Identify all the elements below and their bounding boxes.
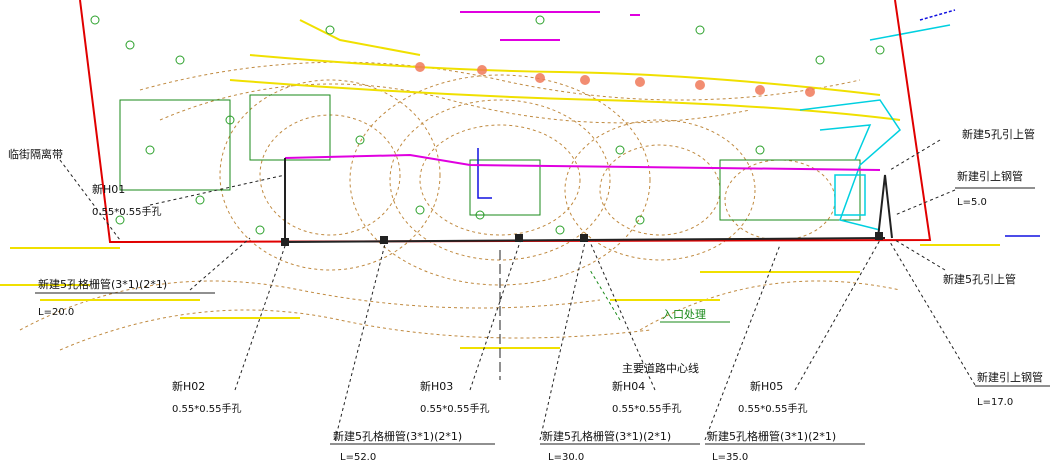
tree-symbols — [415, 62, 815, 97]
right-lower-riser-label: 新建5孔引上管 — [943, 272, 1016, 286]
pipe-mid-left-label: 新建5孔格栅管(3*1)(2*1) — [333, 429, 462, 443]
pipe-left-label: 新建5孔格栅管(3*1)(2*1) — [38, 277, 167, 291]
right-lower-steel-length: L=17.0 — [977, 397, 1013, 408]
background-plan-detail — [0, 9, 1040, 351]
right-lower-steel-label: 新建引上钢管 — [977, 370, 1043, 384]
hand-hole-5-size: 0.55*0.55手孔 — [738, 402, 808, 415]
pipe-right-riser — [877, 174, 893, 239]
entrance-label: 入口处理 — [662, 308, 706, 321]
hand-hole-3-name: 新H03 — [420, 379, 453, 393]
pipe-right-label: 新建5孔格栅管(3*1)(2*1) — [707, 429, 836, 443]
pipe-left-length: L=20.0 — [38, 307, 74, 318]
hand-hole-3-marker — [515, 234, 523, 242]
hand-hole-3-size: 0.55*0.55手孔 — [420, 402, 490, 415]
hand-hole-1-size: 0.55*0.55手孔 — [92, 205, 162, 218]
hand-hole-2-name: 新H02 — [172, 379, 205, 393]
road-lines — [0, 19, 1000, 349]
pipe-mid-right-label: 新建5孔格栅管(3*1)(2*1) — [542, 429, 671, 443]
right-upper-steel-label: 新建引上钢管 — [957, 169, 1023, 183]
hand-hole-4-name: 新H04 — [612, 379, 645, 393]
hand-hole-4-marker — [580, 234, 588, 242]
right-upper-steel-length: L=5.0 — [957, 197, 987, 208]
pipe-route — [281, 153, 893, 246]
leader-lines — [59, 139, 976, 441]
pipe-mid-right-length: L=30.0 — [548, 452, 584, 463]
building-outlines — [119, 94, 861, 221]
magenta-route — [284, 153, 881, 171]
text-labels: 临街隔离带 新H01 0.55*0.55手孔 新建5孔格栅管(3*1)(2*1)… — [8, 127, 1043, 463]
hand-hole-2-marker — [380, 236, 388, 244]
cyan-feature — [799, 24, 951, 231]
hand-hole-2-size: 0.55*0.55手孔 — [172, 402, 242, 415]
hand-hole-4-size: 0.55*0.55手孔 — [612, 402, 682, 415]
magenta-marks — [460, 11, 640, 41]
hand-hole-5-marker — [875, 232, 883, 240]
label-underlines — [35, 187, 1050, 445]
hand-hole-5-name: 新H05 — [750, 379, 783, 393]
top-left-region-label: 临街隔离带 — [8, 147, 63, 161]
pipe-right-length: L=35.0 — [712, 452, 748, 463]
right-upper-riser-label: 新建5孔引上管 — [962, 127, 1035, 141]
hand-hole-1-marker — [281, 238, 289, 246]
road-center-label: 主要道路中心线 — [622, 361, 699, 375]
hand-hole-1-name: 新H01 — [92, 182, 125, 196]
pipe-mid-left-length: L=52.0 — [340, 452, 376, 463]
